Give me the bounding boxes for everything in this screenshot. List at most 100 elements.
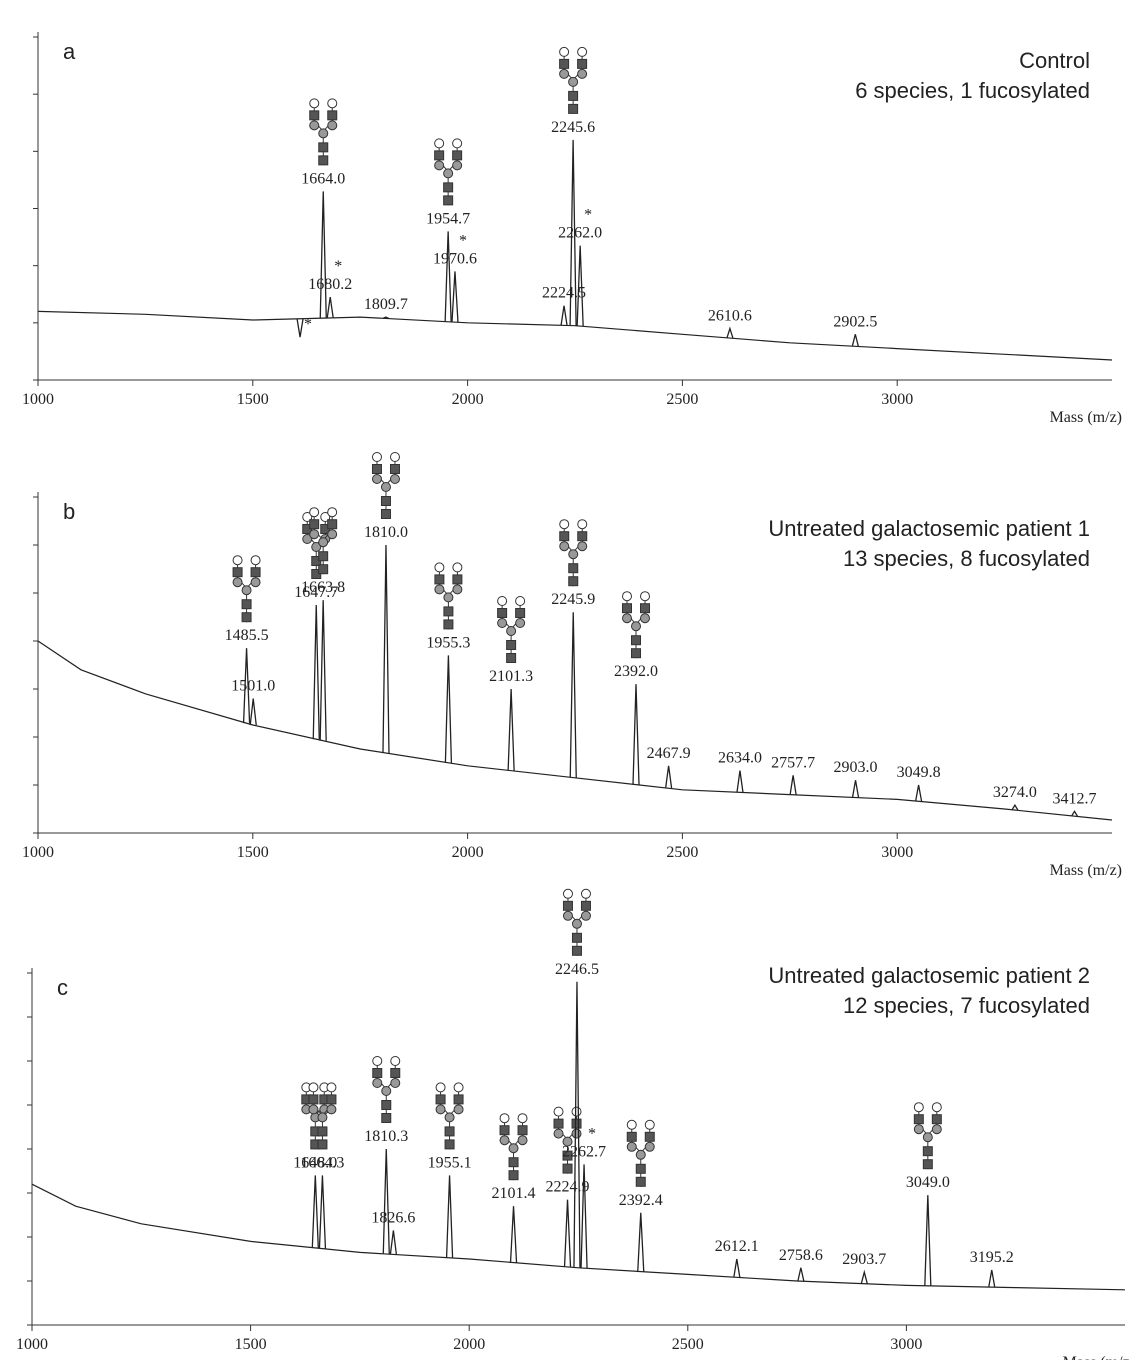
glycan-circle — [318, 128, 329, 139]
glycan-square — [497, 608, 508, 618]
glycan-square — [241, 599, 252, 610]
glycan-square — [571, 1118, 582, 1129]
peak-label: 1810.0 — [364, 524, 408, 541]
glycan-circle — [562, 910, 573, 921]
peak — [563, 1199, 572, 1267]
glycan-icon — [434, 562, 463, 630]
glycan-circle — [309, 98, 320, 109]
panel: 1000 1500 2000 2500 3000 Mass (m/z) b Untreated… — [22, 452, 1122, 879]
glycan-square — [444, 1139, 455, 1150]
glycan-circle — [644, 1141, 655, 1152]
panel-subtitle: 6 species, 1 fucosylated — [855, 78, 1090, 103]
glycan-circle — [389, 474, 400, 484]
peak-note: * — [459, 232, 467, 249]
glycan-circle — [250, 555, 261, 566]
glycan-circle — [553, 1128, 564, 1139]
peak-label: 3274.0 — [993, 784, 1037, 801]
glycan-circle — [640, 591, 651, 602]
glycan-circle — [559, 68, 570, 79]
glycan-icon — [308, 1082, 337, 1150]
glycan-square — [626, 1131, 637, 1142]
glycan-icon — [497, 596, 526, 663]
glycan-square — [922, 1159, 933, 1170]
glycan-circle — [571, 1128, 582, 1139]
peak — [797, 1267, 805, 1282]
glycan-square — [568, 576, 579, 587]
glycan-circle — [562, 1136, 573, 1147]
glycan-circle — [577, 519, 588, 530]
peak — [914, 784, 923, 802]
glycan-square — [317, 1139, 328, 1150]
peak-label: 3195.2 — [970, 1249, 1014, 1266]
peak-label: 2467.9 — [647, 745, 691, 762]
glycan-square — [443, 195, 454, 206]
glycan-circle — [435, 1082, 446, 1093]
x-tick-label: 1000 — [16, 1336, 48, 1353]
glycan-square — [452, 150, 463, 161]
peak-label: 1648.0 — [293, 1154, 337, 1171]
peak-label: 1954.7 — [426, 210, 470, 227]
peak — [1011, 803, 1019, 811]
glycan-circle — [453, 1104, 464, 1115]
x-tick-label: 3000 — [890, 1336, 922, 1353]
peak — [318, 1175, 327, 1249]
peak-label: 1810.3 — [364, 1128, 408, 1145]
peak — [664, 765, 673, 789]
glycan-square — [434, 574, 445, 585]
peak-label: 2758.6 — [779, 1247, 823, 1264]
peak — [736, 770, 744, 793]
peak-label: 3049.0 — [906, 1174, 950, 1191]
glycan-circle — [434, 562, 445, 573]
glycan-square — [453, 1094, 464, 1105]
glycan-circle — [435, 1104, 446, 1115]
peak — [509, 1206, 518, 1263]
peak — [389, 1230, 398, 1255]
peak — [632, 684, 640, 785]
glycan-circle — [434, 160, 445, 171]
glycan-square — [508, 1170, 519, 1181]
peak-label: 2246.5 — [555, 961, 599, 978]
glycan-square — [559, 531, 570, 542]
glycan-circle — [309, 120, 320, 131]
glycan-circle — [499, 1135, 510, 1146]
peak — [319, 191, 327, 319]
peak-label: 2634.0 — [718, 750, 762, 767]
x-tick-label: 2000 — [453, 1336, 485, 1353]
glycan-circle — [327, 98, 338, 109]
x-tick-label: 2000 — [452, 844, 484, 861]
glycan-circle — [580, 888, 591, 899]
glycan-circle — [640, 613, 651, 624]
glycan-circle — [577, 541, 588, 552]
peak — [242, 648, 251, 724]
peak-label: 2101.4 — [492, 1185, 536, 1202]
peak-label: 1501.0 — [231, 678, 275, 695]
peak-label: 2262.0 — [558, 225, 602, 242]
glycan-square — [640, 603, 651, 614]
glycan-square — [571, 945, 582, 956]
glycan-circle — [626, 1141, 637, 1152]
glycan-square — [517, 1125, 528, 1136]
glycan-square — [577, 58, 588, 69]
panel: 1000 1500 2000 2500 3000 Mass (m/z) a Control 6 … — [22, 32, 1122, 426]
panel-letter: b — [63, 499, 75, 524]
glycan-circle — [517, 1135, 528, 1146]
peak-label: 2903.7 — [842, 1251, 886, 1268]
glycan-circle — [311, 542, 322, 552]
glycan-circle — [434, 584, 445, 595]
glycan-icon — [626, 1119, 655, 1187]
glycan-square — [562, 1163, 573, 1174]
x-axis-label: Mass (m/z) — [1063, 1354, 1129, 1360]
x-tick-label: 1000 — [22, 391, 54, 408]
x-tick-label: 1500 — [237, 844, 269, 861]
x-tick-label: 3000 — [881, 844, 913, 861]
glycan-square — [390, 1068, 401, 1078]
peak — [382, 544, 390, 754]
peak — [296, 318, 304, 338]
glycan-square — [443, 606, 454, 617]
glycan-square — [308, 1094, 319, 1105]
glycan-circle — [452, 138, 463, 149]
peak-label: 1809.7 — [364, 296, 408, 313]
peak — [382, 316, 390, 320]
glycan-circle — [559, 541, 570, 552]
glycan-square — [318, 564, 329, 575]
